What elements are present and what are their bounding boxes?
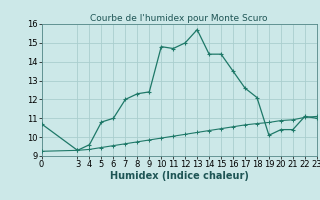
- Title: Courbe de l'humidex pour Monte Scuro: Courbe de l'humidex pour Monte Scuro: [91, 14, 268, 23]
- X-axis label: Humidex (Indice chaleur): Humidex (Indice chaleur): [110, 171, 249, 181]
